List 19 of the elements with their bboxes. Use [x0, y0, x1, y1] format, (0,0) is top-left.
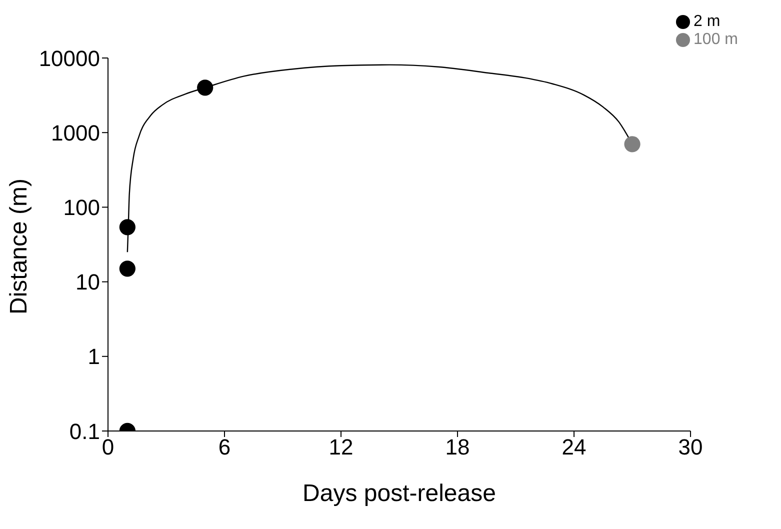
x-tick-label: 24 [562, 434, 586, 460]
x-tick-label: 30 [678, 434, 703, 460]
point [624, 136, 640, 152]
x-tick-label: 18 [445, 434, 470, 460]
legend-label: 100 m [694, 31, 738, 48]
legend-label: 2 m [694, 13, 720, 30]
x-tick-label: 0 [102, 434, 114, 460]
y-tick-label: 10 [76, 270, 100, 295]
y-axis-title: Distance (m) [6, 178, 33, 314]
y-tick-label: 1 [88, 344, 100, 370]
y-tick-label: 1000 [51, 120, 100, 146]
x-axis-title: Days post-release [302, 480, 496, 507]
x-tick-label: 12 [328, 434, 354, 460]
point [197, 80, 214, 96]
y-tick-label: 10000 [38, 46, 100, 71]
y-tick-label: 100 [63, 195, 100, 220]
x-tick-label: 6 [218, 434, 231, 460]
y-tick-label: 0.1 [69, 418, 100, 444]
point [119, 219, 136, 236]
